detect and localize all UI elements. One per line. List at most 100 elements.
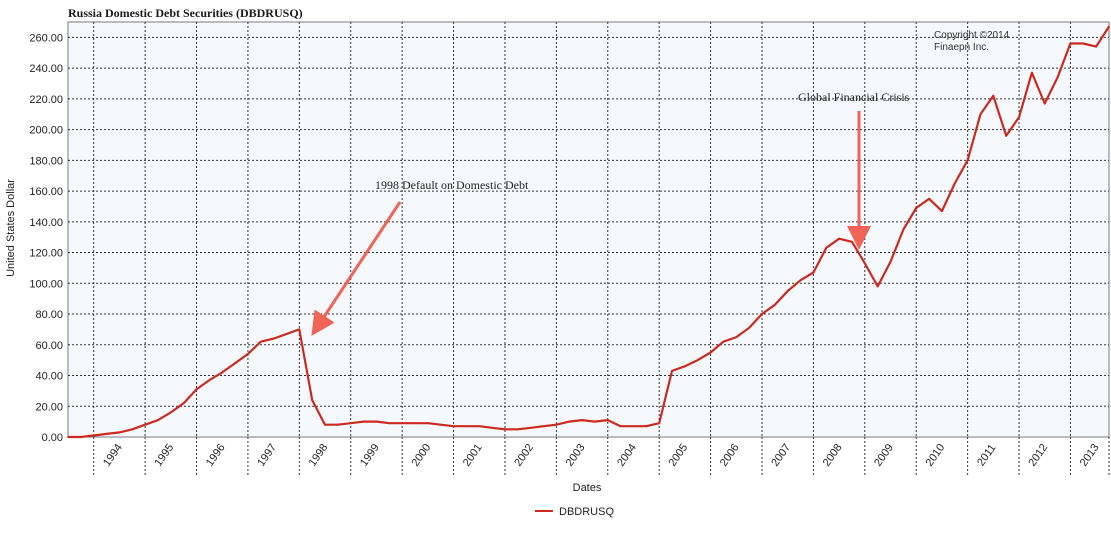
y-tick-label: 200.00 [29,125,63,137]
data-point [452,425,455,428]
data-point [594,420,596,423]
data-point [426,422,429,425]
data-point [259,340,262,343]
data-point [362,420,365,423]
data-point [157,419,159,421]
data-point [761,313,763,315]
data-point [825,247,828,249]
data-point [581,419,583,421]
data-point [247,353,249,355]
data-point [1082,42,1085,45]
data-point [876,285,879,288]
data-point [902,228,905,231]
y-tick-label: 180.00 [29,155,63,167]
x-tick-label: 2005 [666,442,690,469]
data-point [1030,71,1033,74]
x-tick-label: 1996 [204,442,228,469]
data-point [1095,45,1098,48]
data-point [863,262,866,265]
x-axis-label: Dates [573,482,602,494]
data-point [169,411,172,414]
x-tick-label: 2008 [821,442,845,469]
data-point [992,94,995,97]
data-point [478,425,481,428]
annotation-default-arrow [311,201,402,337]
x-tick-label: 2004 [615,442,639,469]
data-point [529,426,532,429]
data-point [182,402,185,405]
y-axis-label: United States Dollar [5,179,17,277]
x-tick-label: 1999 [358,442,382,469]
data-point [555,423,558,426]
x-tick-label: 2000 [409,442,433,469]
data-point [79,436,82,438]
data-point [516,428,519,431]
data-point [786,290,789,292]
data-point [272,337,275,340]
y-tick-label: 100.00 [29,278,63,290]
data-point [851,240,853,243]
data-point [375,420,378,423]
data-point [735,336,738,338]
y-tick-label: 160.00 [29,186,63,198]
data-point [92,434,95,437]
data-point [439,423,442,426]
series-layer [67,25,1110,439]
x-tick-label: 2001 [461,442,485,469]
x-tick-label: 2011 [975,442,998,468]
data-point [118,431,121,434]
x-tick-label: 1995 [152,442,176,469]
data-point [234,362,236,365]
x-tick-label: 2002 [512,442,536,469]
data-point [414,422,416,425]
x-tick-label: 2007 [769,442,793,469]
copyright-line-2: Finaepn Inc. [934,42,989,53]
data-point [953,182,956,185]
data-point [683,365,686,368]
y-tick-label: 240.00 [29,63,63,75]
data-point [799,279,802,282]
x-tick-label: 2013 [1078,442,1102,469]
data-point [401,422,404,425]
data-point [709,351,712,354]
x-tick-label: 2012 [1026,442,1050,469]
y-tick-labels: 0.00 20.00 40.00 60.00 80.00 100.00 120.00 140.… [29,32,63,444]
y-tick-label: 40.00 [35,371,63,383]
data-point [671,370,673,372]
chart-title: Russia Domestic Debt Securities (DBDRUSQ… [68,6,303,20]
y-tick-label: 20.00 [35,401,63,413]
data-point [285,333,288,335]
y-tick-label: 120.00 [29,248,63,260]
data-point [105,433,108,435]
data-point [67,436,69,438]
data-point [928,197,930,200]
data-point [696,359,699,362]
data-point [131,428,134,431]
data-point [298,328,301,331]
data-point [1005,134,1008,137]
data-point [542,425,545,428]
data-point [941,210,943,212]
data-point [388,422,391,425]
data-point [208,379,211,382]
x-tick-label: 2003 [564,442,588,469]
copyright-line-1: Copyright ©2014 [934,30,1010,41]
data-point [221,371,224,374]
data-point [1069,42,1072,45]
legend-label: DBDRUSQ [559,506,614,518]
data-point [966,159,969,162]
y-tick-label: 140.00 [29,217,63,229]
data-point [773,303,776,306]
data-point [349,422,352,425]
data-point [619,425,622,428]
y-tick-label: 80.00 [35,309,63,321]
data-point [889,260,892,263]
data-point [658,422,661,425]
y-tick-label: 60.00 [35,340,63,352]
y-tick-label: 220.00 [29,94,63,106]
data-point [812,271,815,274]
data-point [336,423,339,426]
y-tick-label: 260.00 [29,32,63,44]
x-tick-label: 2006 [718,442,742,469]
